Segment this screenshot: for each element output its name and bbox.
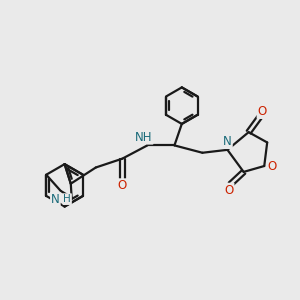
Text: O: O [118,179,127,192]
Text: O: O [258,105,267,118]
Text: NH: NH [135,131,153,144]
Text: N: N [223,135,232,148]
Text: H: H [63,194,71,204]
Text: N: N [51,193,60,206]
Text: O: O [268,160,277,172]
Text: O: O [224,184,233,197]
